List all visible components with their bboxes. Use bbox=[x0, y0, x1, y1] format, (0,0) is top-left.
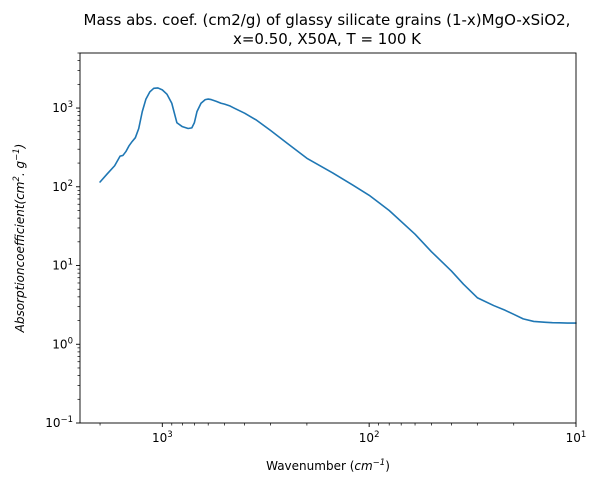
x-axis-label-unit: cm bbox=[354, 459, 372, 473]
x-axis-label-suffix: ) bbox=[385, 459, 390, 473]
x-axis-label: Wavenumber (cm−1) bbox=[266, 458, 390, 473]
y-axis-label-mid: . g bbox=[13, 160, 27, 176]
y-axis-label-main: Absorptioncoefficient(cm bbox=[13, 182, 27, 334]
chart-title-line-2: x=0.50, X50A, T = 100 K bbox=[233, 30, 422, 48]
y-axis-label-exp-1: 2 bbox=[12, 176, 22, 181]
y-tick-label: 10−1 bbox=[45, 415, 73, 430]
plot-area-background bbox=[80, 53, 576, 423]
y-axis-label-exp-2: −1 bbox=[12, 148, 22, 161]
y-tick-label: 101 bbox=[52, 258, 73, 273]
y-tick-label: 100 bbox=[52, 336, 73, 351]
x-tick-label: 101 bbox=[566, 430, 587, 445]
y-tick-label: 102 bbox=[52, 179, 73, 194]
series-line-absorption bbox=[99, 87, 577, 324]
chart-title-line-1: Mass abs. coef. (cm2/g) of glassy silica… bbox=[84, 11, 571, 29]
x-axis-label-unit-exp: −1 bbox=[373, 458, 386, 468]
y-axis-label-end: ) bbox=[13, 144, 27, 150]
x-axis-label-prefix: Wavenumber ( bbox=[266, 459, 354, 473]
x-tick-label: 102 bbox=[359, 430, 380, 445]
y-tick-label: 103 bbox=[52, 100, 73, 115]
x-tick-label: 103 bbox=[152, 430, 173, 445]
plot-frame bbox=[79, 52, 577, 424]
y-axis-label: Absorptioncoefficient(cm2. g−1) bbox=[12, 144, 27, 334]
